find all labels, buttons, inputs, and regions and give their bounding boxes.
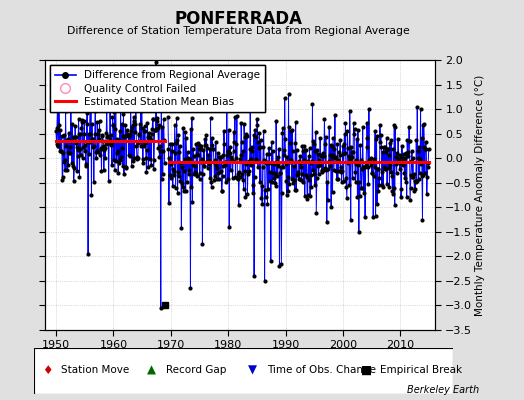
Text: Berkeley Earth: Berkeley Earth (407, 385, 479, 395)
Text: Station Move: Station Move (61, 365, 129, 375)
Text: Difference of Station Temperature Data from Regional Average: Difference of Station Temperature Data f… (67, 26, 410, 36)
Text: ■: ■ (361, 364, 372, 376)
Text: Time of Obs. Change: Time of Obs. Change (267, 365, 376, 375)
Legend: Difference from Regional Average, Quality Control Failed, Estimated Station Mean: Difference from Regional Average, Qualit… (50, 65, 265, 112)
Y-axis label: Monthly Temperature Anomaly Difference (°C): Monthly Temperature Anomaly Difference (… (475, 74, 485, 316)
Text: Empirical Break: Empirical Break (380, 365, 462, 375)
FancyBboxPatch shape (34, 348, 453, 394)
Text: Record Gap: Record Gap (166, 365, 226, 375)
Text: ▼: ▼ (248, 364, 257, 376)
Text: ♦: ♦ (42, 364, 53, 376)
Text: PONFERRADA: PONFERRADA (174, 10, 302, 28)
Text: ▲: ▲ (147, 364, 156, 376)
